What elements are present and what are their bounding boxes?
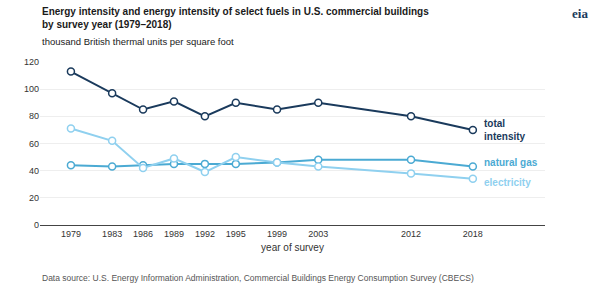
svg-text:2018: 2018 — [463, 229, 483, 239]
svg-text:eia: eia — [572, 6, 588, 21]
svg-text:1989: 1989 — [164, 229, 184, 239]
svg-text:2012: 2012 — [401, 229, 421, 239]
svg-text:1992: 1992 — [195, 229, 215, 239]
svg-text:electricity: electricity — [484, 177, 531, 188]
svg-text:Energy intensity and energy in: Energy intensity and energy intensity of… — [42, 6, 429, 30]
svg-text:120: 120 — [24, 57, 39, 67]
svg-text:80: 80 — [29, 111, 39, 121]
svg-text:natural gas: natural gas — [484, 157, 538, 168]
svg-text:1986: 1986 — [133, 229, 153, 239]
svg-text:totalintensity: totalintensity — [484, 118, 526, 142]
svg-text:60: 60 — [29, 139, 39, 149]
svg-text:thousand British thermal units: thousand British thermal units per squar… — [42, 36, 234, 47]
svg-text:20: 20 — [29, 193, 39, 203]
svg-text:40: 40 — [29, 166, 39, 176]
svg-text:1995: 1995 — [226, 229, 246, 239]
svg-text:1983: 1983 — [102, 229, 122, 239]
svg-text:2003: 2003 — [308, 229, 328, 239]
svg-text:year of survey: year of survey — [261, 242, 324, 253]
svg-text:1999: 1999 — [267, 229, 287, 239]
svg-text:1979: 1979 — [61, 229, 81, 239]
svg-text:100: 100 — [24, 84, 39, 94]
svg-text:0: 0 — [34, 220, 39, 230]
svg-text:Data source: U.S. Energy Infor: Data source: U.S. Energy Information Adm… — [42, 273, 474, 283]
